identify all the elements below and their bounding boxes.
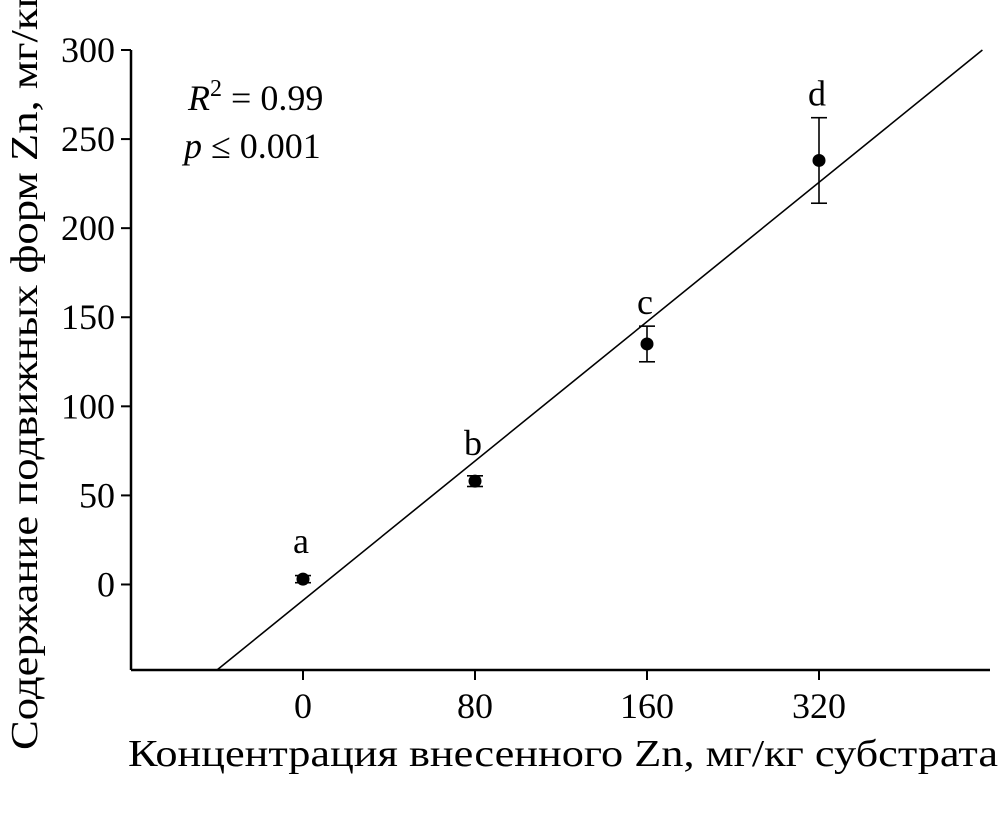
y-axis-ticks: 0 50 100 150 200 250 300 xyxy=(61,30,131,604)
y-tick-label: 0 xyxy=(97,564,115,604)
p-value-annotation: p ≤ 0.001 xyxy=(181,126,321,166)
y-tick-label: 200 xyxy=(61,208,115,248)
y-axis-title: Содержание подвижных форм Zn, мг/кг xyxy=(4,0,46,750)
group-label: b xyxy=(464,423,482,463)
group-label: c xyxy=(637,282,653,322)
data-point xyxy=(296,572,310,586)
data-point xyxy=(812,153,826,167)
x-tick-label: 160 xyxy=(620,686,674,726)
x-tick-label: 80 xyxy=(457,686,493,726)
y-tick-label: 100 xyxy=(61,386,115,426)
trendline-group xyxy=(216,49,983,671)
trendline xyxy=(216,49,983,671)
y-tick-label: 250 xyxy=(61,119,115,159)
x-tick-label: 0 xyxy=(294,686,312,726)
data-points: a b c d xyxy=(293,74,827,586)
p-symbol: p xyxy=(181,126,202,166)
r-squared-annotation: R2 = 0.99 xyxy=(187,76,323,118)
group-label: a xyxy=(293,521,309,561)
x-tick-label: 320 xyxy=(792,686,846,726)
y-tick-label: 50 xyxy=(79,475,115,515)
r-squared-value: 0.99 xyxy=(260,78,323,118)
data-point xyxy=(640,337,654,351)
group-label: d xyxy=(808,74,826,114)
y-tick-label: 300 xyxy=(61,30,115,70)
x-axis-ticks: 0 80 160 320 xyxy=(294,670,846,726)
r-squared-symbol: R xyxy=(187,78,210,118)
axes xyxy=(129,50,990,672)
y-tick-label: 150 xyxy=(61,297,115,337)
data-point xyxy=(468,474,482,488)
x-axis-title: Концентрация внесенного Zn, мг/кг субстр… xyxy=(128,733,998,775)
p-value: 0.001 xyxy=(240,126,321,166)
